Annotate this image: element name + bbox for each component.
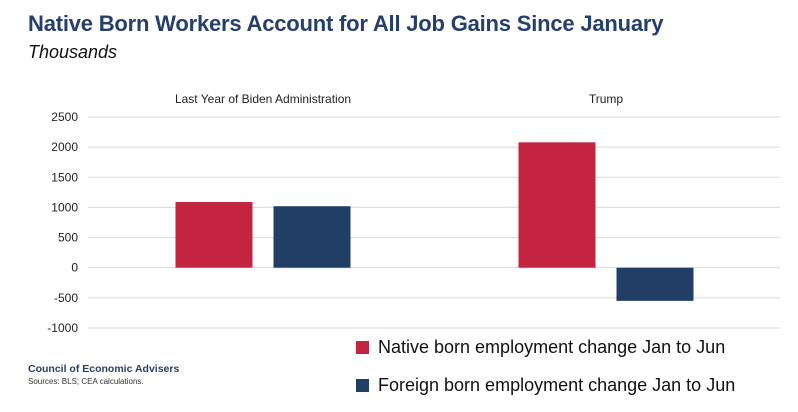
bar-native-0 bbox=[175, 202, 253, 268]
category-label: Trump bbox=[589, 92, 624, 106]
y-tick-label: -500 bbox=[54, 291, 78, 305]
footer-sources: Sources: BLS; CEA calculations. bbox=[28, 377, 144, 386]
legend-label-native: Native born employment change Jan to Jun bbox=[378, 336, 726, 357]
bar-native-1 bbox=[518, 142, 596, 268]
legend-item-native: Native born employment change Jan to Jun bbox=[356, 336, 735, 358]
y-tick-label: 1000 bbox=[51, 200, 78, 214]
chart-title: Native Born Workers Account for All Job … bbox=[28, 11, 664, 36]
category-label: Last Year of Biden Administration bbox=[175, 92, 351, 106]
legend-label-foreign: Foreign born employment change Jan to Ju… bbox=[378, 374, 736, 395]
y-tick-label: 1500 bbox=[51, 170, 78, 184]
chart-subtitle: Thousands bbox=[28, 42, 118, 62]
y-tick-label: -1000 bbox=[47, 321, 78, 335]
legend-swatch-foreign bbox=[356, 378, 369, 392]
legend-swatch-native bbox=[356, 340, 369, 354]
y-tick-label: 0 bbox=[71, 261, 78, 275]
y-tick-label: 2500 bbox=[51, 110, 78, 124]
bar-foreign-1 bbox=[616, 267, 694, 301]
chart-legend: Native born employment change Jan to Jun… bbox=[356, 336, 735, 412]
y-tick-label: 2000 bbox=[51, 140, 78, 154]
y-tick-label: 500 bbox=[58, 231, 78, 245]
bar-foreign-0 bbox=[273, 206, 351, 268]
footer-organization: Council of Economic Advisers bbox=[28, 363, 180, 375]
legend-item-foreign: Foreign born employment change Jan to Ju… bbox=[356, 374, 735, 396]
